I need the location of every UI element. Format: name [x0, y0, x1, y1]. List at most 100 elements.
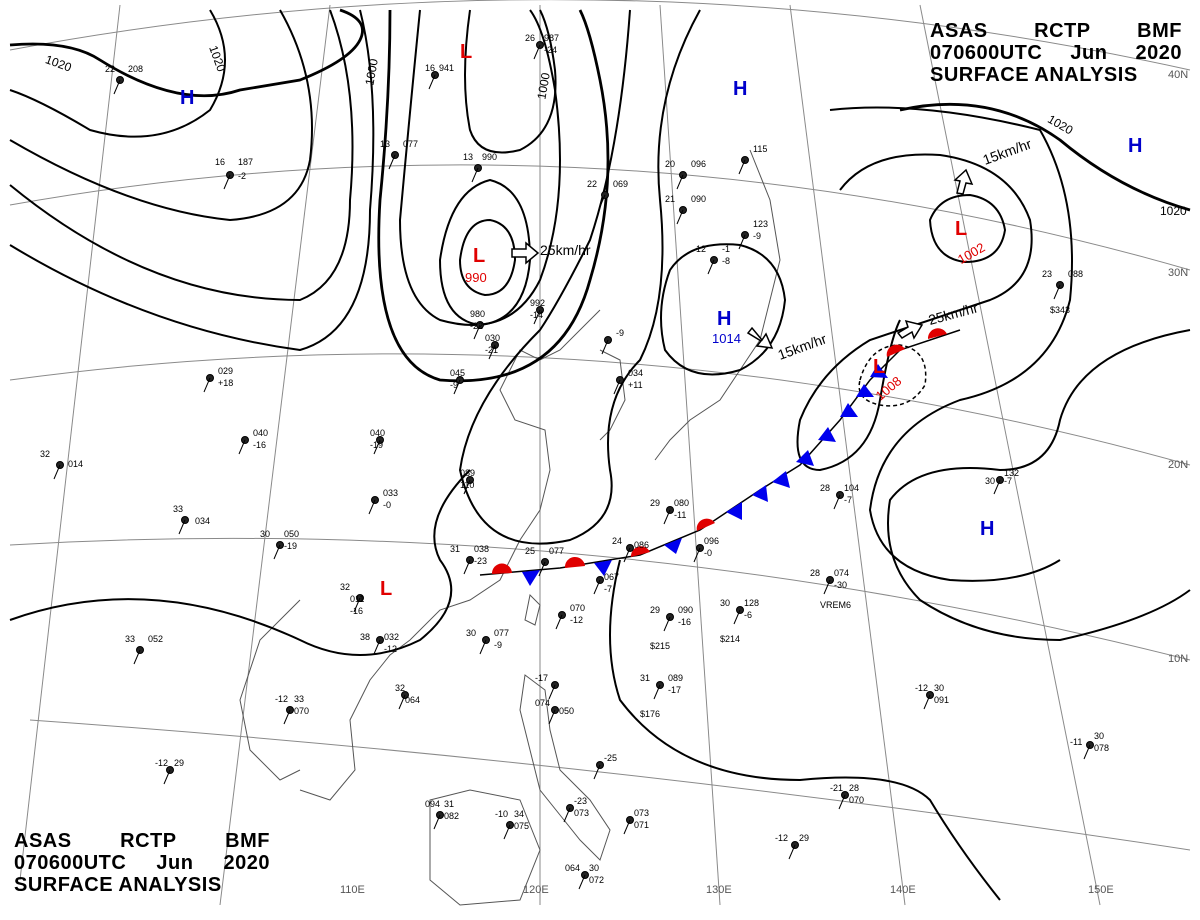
station-value: 208 [128, 64, 143, 74]
station-value: -16 [350, 606, 363, 616]
station-plot: 30 128 -6 $214 [720, 598, 759, 644]
motion-label: 25km/hr [927, 299, 980, 328]
station-value: 070 [294, 706, 309, 716]
station-value: 072 [589, 875, 604, 885]
station-value: -12 [384, 644, 397, 654]
station-value: 32 [340, 582, 350, 592]
station-value: 070 [570, 603, 585, 613]
chart-header-top-right: ASAS RCTP BMF 070600UTC Jun 2020 SURFACE… [930, 20, 1182, 86]
station-value: 23 [1042, 269, 1052, 279]
isobar [9, 9, 354, 302]
station-value: 034 [628, 368, 643, 378]
station-value: -24 [544, 45, 557, 55]
cold-front-symbol [840, 403, 858, 417]
wind-barb-icon [463, 559, 471, 575]
lat-label: 30N [1168, 267, 1188, 279]
low-enclosure [858, 344, 927, 407]
station-plot: 30 077 -9 [466, 628, 509, 655]
low-center-symbol: L [955, 218, 967, 240]
station-value: $176 [640, 709, 660, 719]
station-value: 16 [425, 63, 435, 73]
station-plot: 094 31 082 [425, 799, 459, 830]
station-value: 187 [238, 157, 253, 167]
graticule [9, 0, 1191, 906]
high-center-symbol: H [1128, 135, 1142, 157]
wind-barb-icon [833, 494, 841, 510]
station-value: 082 [444, 811, 459, 821]
station-plot: -10 34 075 [495, 809, 529, 840]
station-value: 115 [753, 144, 767, 154]
station-plot: 20 096 [665, 159, 706, 190]
header-line-3: SURFACE ANALYSIS [14, 874, 270, 896]
wind-barb-icon [473, 324, 481, 340]
station-plot: 33 034 [173, 504, 210, 535]
station-value: 128 [744, 598, 759, 608]
station-value: $343 [1050, 305, 1070, 315]
wind-barb-icon [838, 794, 846, 810]
station-plot: 13 990 [463, 152, 497, 183]
station-value: 20 [665, 159, 675, 169]
station-value: 078 [1094, 743, 1109, 753]
station-value: 30 [466, 628, 476, 638]
cold-front-symbol [818, 427, 836, 442]
header-time: 070600UTC [930, 42, 1043, 64]
station-value: 32 [395, 683, 405, 693]
station-value: 24 [612, 536, 622, 546]
isobar [464, 9, 557, 154]
wind-barb-icon [178, 519, 186, 535]
station-value: 064 [565, 863, 580, 873]
header-station: RCTP [1034, 20, 1091, 42]
fronts [479, 328, 961, 586]
wind-barb-icon [707, 259, 715, 275]
wind-barb-icon [163, 769, 171, 785]
station-value: 28 [849, 783, 859, 793]
coastline-indochina [239, 599, 301, 781]
wind-barb-icon [1083, 744, 1091, 760]
station-value: 074 [535, 698, 550, 708]
station-value: 30 [985, 476, 995, 486]
wind-barb-icon [368, 499, 376, 515]
header-agency: ASAS [14, 830, 72, 852]
wind-barb-icon [623, 547, 631, 563]
isobar-label: 1020 [206, 44, 228, 74]
station-value: -9 [450, 380, 458, 390]
station-plot: 040-19 [370, 428, 385, 455]
isobar [9, 8, 364, 98]
station-value: 073 [634, 808, 649, 818]
latitude-line-40n [9, 0, 1191, 71]
station-value: -19 [284, 541, 297, 551]
station-value: 30 [1094, 731, 1104, 741]
header-month: Jun [1070, 42, 1108, 64]
station-plot: 25 077 [525, 546, 564, 577]
station-value: 067 [604, 572, 619, 582]
station-value: 029 [218, 366, 233, 376]
lon-label: 110E [340, 884, 365, 896]
station-value: 31 [444, 799, 454, 809]
station-value: 22 [587, 179, 597, 189]
isobar [796, 153, 1033, 472]
station-plot: -17 [535, 673, 559, 700]
wind-barb-icon [663, 616, 671, 632]
station-value: 070 [849, 795, 864, 805]
station-value: -9 [494, 640, 502, 650]
station-value: 032 [384, 632, 399, 642]
station-value: -0 [383, 500, 391, 510]
station-value: 050 [559, 706, 574, 716]
station-plot: 040-16 [238, 428, 268, 455]
wind-barb-icon [203, 377, 211, 393]
station-plots: 22 208 16 941 26 987 -24 16 187 -2 13 077 13 990 22 069… [40, 33, 1109, 890]
lat-label: 40N [1168, 69, 1188, 81]
station-value: -22 [470, 321, 483, 331]
wind-barb-icon [428, 74, 436, 90]
station-value: 990 [482, 152, 497, 162]
station-value: 077 [494, 628, 509, 638]
station-plot: 26 987 -24 [525, 33, 559, 60]
station-plot: 030-21 [485, 333, 500, 360]
isobar [660, 243, 787, 376]
station-plot: 28 104 -7 [820, 483, 859, 510]
station-value: 30 [934, 683, 944, 693]
latitude-line-0 [29, 719, 1191, 851]
header-product: BMF [1137, 20, 1182, 42]
high-center-symbol: H [980, 518, 994, 540]
